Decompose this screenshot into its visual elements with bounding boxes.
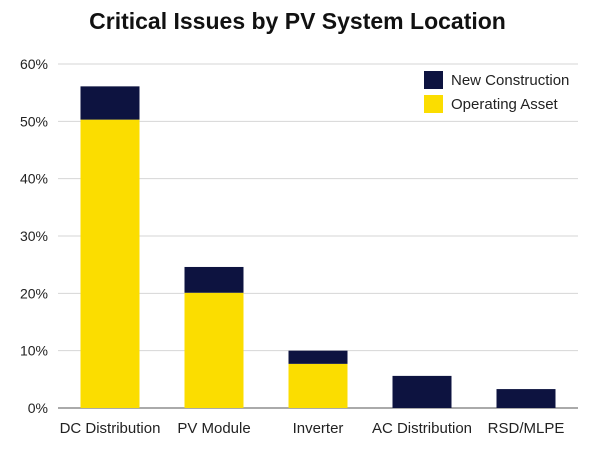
y-tick-label: 0%: [28, 400, 48, 416]
x-tick-label: DC Distribution: [60, 420, 161, 437]
y-tick-label: 40%: [20, 171, 48, 187]
bar-segment: [288, 363, 348, 408]
y-tick-label: 20%: [20, 285, 48, 301]
y-tick-label: 50%: [20, 113, 48, 129]
y-tick-label: 60%: [20, 56, 48, 72]
bar-segment: [184, 292, 244, 408]
bar-segment: [392, 375, 452, 408]
x-tick-label: Inverter: [293, 420, 344, 437]
chart-title: Critical Issues by PV System Location: [89, 8, 506, 34]
legend: New Construction Operating Asset: [424, 71, 569, 113]
x-tick-label: PV Module: [177, 420, 250, 437]
legend-swatch: [424, 95, 443, 113]
y-tick-label: 10%: [20, 343, 48, 359]
bar-segment: [184, 266, 244, 293]
bar-segment: [80, 86, 140, 120]
bar-segment: [496, 389, 556, 408]
y-axis-ticks: 0% 10% 20% 30% 40% 50% 60%: [20, 56, 48, 416]
x-tick-label: AC Distribution: [372, 420, 472, 437]
legend-label: Operating Asset: [451, 96, 559, 113]
legend-label: New Construction: [451, 72, 569, 89]
bar-segment: [288, 350, 348, 364]
bars: [80, 86, 556, 408]
bar-segment: [80, 119, 140, 408]
y-tick-label: 30%: [20, 228, 48, 244]
x-axis-labels: DC Distribution PV Module Inverter AC Distr…: [60, 420, 565, 437]
x-tick-label: RSD/MLPE: [488, 420, 565, 437]
legend-swatch: [424, 71, 443, 89]
